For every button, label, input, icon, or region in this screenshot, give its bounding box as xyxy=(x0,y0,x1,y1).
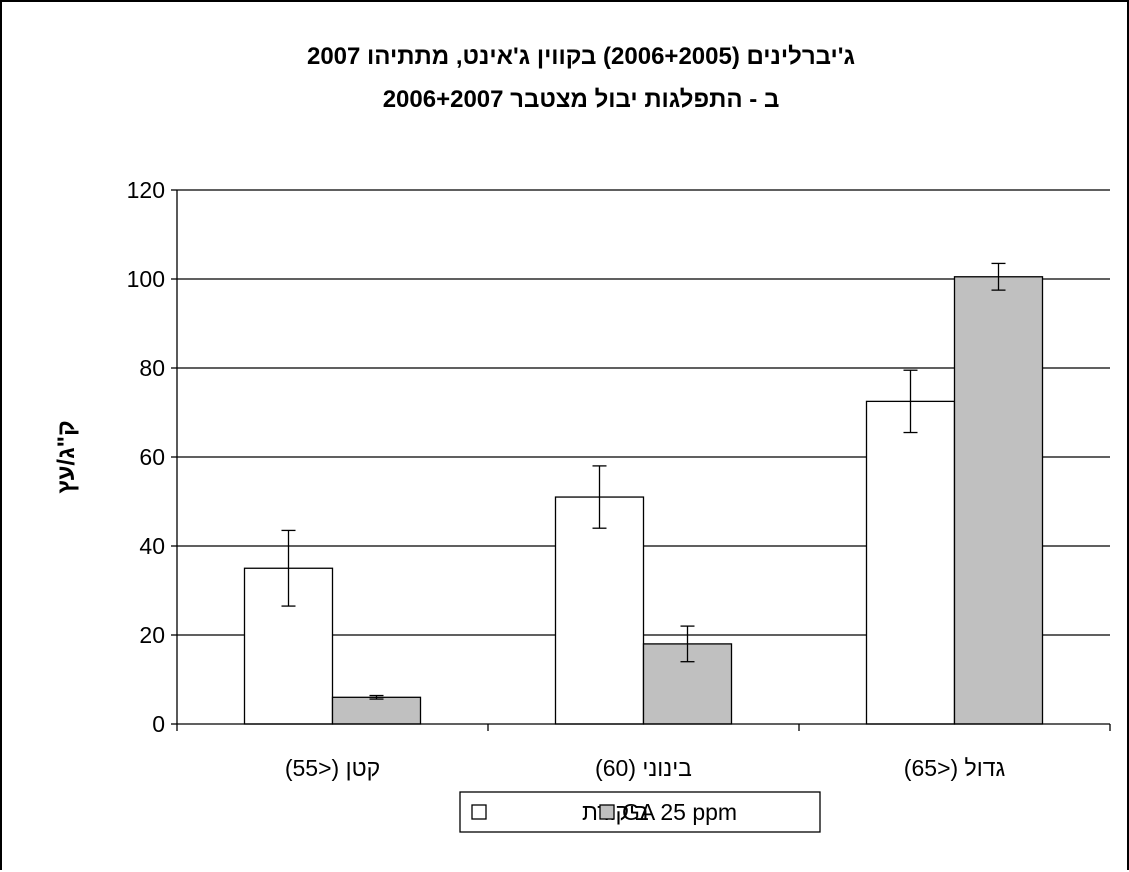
legend-label-series-0: ביקורת xyxy=(582,799,649,825)
bar xyxy=(953,276,1044,725)
bar xyxy=(554,496,645,725)
y-tick-label: 60 xyxy=(139,444,165,470)
y-tick-label: 80 xyxy=(139,355,165,381)
x-tick-label: בינוני (60) xyxy=(595,755,692,781)
bar xyxy=(331,696,422,725)
legend-swatch-series-1 xyxy=(599,804,615,820)
y-tick-label: 100 xyxy=(127,266,165,292)
legend-label-series-1: GA 25 ppm xyxy=(622,799,737,825)
legend-swatch-series-0 xyxy=(471,804,487,820)
legend-box xyxy=(459,791,821,833)
y-axis-label: ק"ג/עץ xyxy=(53,420,80,493)
axes-layer: 0 20 40 60 80 100 120 קטן (<55) בינוני (60) גדול … xyxy=(127,177,1111,781)
x-tick-label: גדול (<65) xyxy=(904,755,1006,781)
chart-title-line2: ב - התפלגות יבול מצטבר 2006+2007 xyxy=(383,86,780,113)
y-tick-label: 40 xyxy=(139,533,165,559)
y-tick-label: 0 xyxy=(152,711,165,737)
bar xyxy=(865,400,956,725)
y-tick-label: 120 xyxy=(127,177,165,203)
x-tick-label: קטן (<55) xyxy=(285,755,380,781)
chart-title-line1: ג'יברלינים (2006+2005) בקווין ג'אינט, מת… xyxy=(307,43,855,70)
bars-layer xyxy=(243,276,1044,725)
y-tick-label: 20 xyxy=(139,622,165,648)
error-bars-layer xyxy=(281,262,1006,700)
